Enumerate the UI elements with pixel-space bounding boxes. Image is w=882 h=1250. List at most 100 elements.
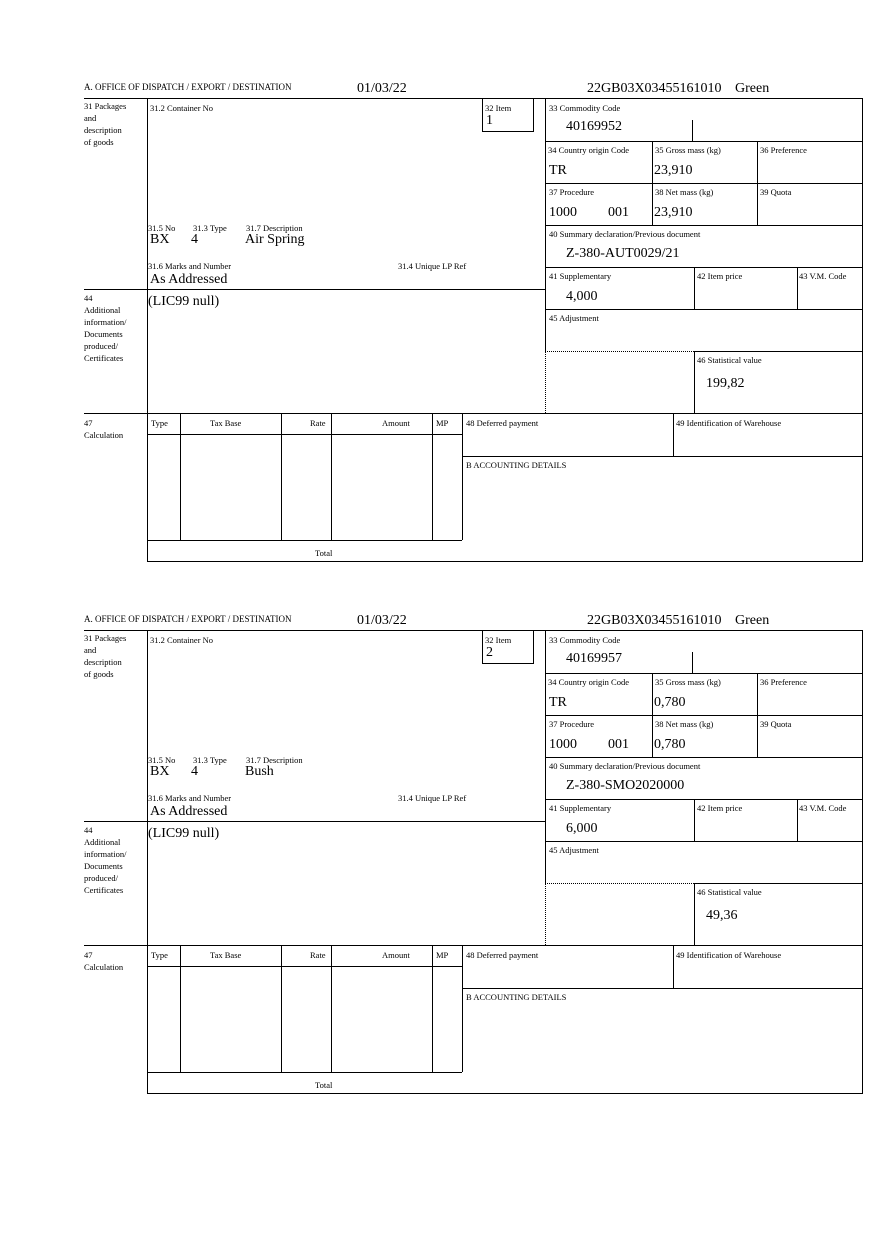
description-label: 31.7 Description bbox=[246, 223, 303, 233]
net-mass-label: 38 Net mass (kg) bbox=[655, 719, 714, 729]
supplementary-value: 6,000 bbox=[566, 821, 598, 836]
box47-label: 47 Calculation bbox=[84, 949, 123, 973]
form-rule-line bbox=[797, 267, 798, 309]
item-price-label: 42 Item price bbox=[697, 271, 743, 281]
calc-header-tax-base: Tax Base bbox=[210, 950, 242, 960]
adjustment-label: 45 Adjustment bbox=[549, 313, 599, 323]
net-mass-value: 23,910 bbox=[654, 205, 693, 220]
type-value: 4 bbox=[191, 232, 198, 247]
form-rule-line bbox=[862, 630, 863, 1093]
form-rule-line bbox=[692, 120, 693, 141]
vm-code-label: 43 V.M. Code bbox=[799, 271, 847, 281]
marks-value: As Addressed bbox=[150, 804, 228, 819]
marks-label: 31.6 Marks and Number bbox=[148, 793, 232, 803]
label-line: Additional bbox=[84, 305, 121, 315]
form-rule-line bbox=[462, 988, 862, 989]
form-rule-line bbox=[533, 630, 534, 663]
net-mass-value: 0,780 bbox=[654, 737, 686, 752]
form-rule-line bbox=[84, 289, 545, 290]
form-rule-line bbox=[281, 945, 282, 1072]
warehouse-label: 49 Identification of Warehouse bbox=[676, 950, 782, 960]
form-rule-line bbox=[545, 141, 862, 142]
commodity-code-label: 33 Commodity Code bbox=[549, 103, 621, 113]
form-rule-line bbox=[84, 413, 862, 414]
item-value: 2 bbox=[486, 645, 493, 660]
procedure-label: 37 Procedure bbox=[549, 719, 595, 729]
calc-header-tax-base: Tax Base bbox=[210, 418, 242, 428]
form-rule-line bbox=[462, 456, 862, 457]
form-rule-line bbox=[180, 413, 181, 540]
label-line: Additional bbox=[84, 837, 121, 847]
summary-declaration-value: Z-380-SMO2020000 bbox=[566, 778, 685, 793]
calc-header-type: Type bbox=[151, 950, 168, 960]
deferred-payment-label: 48 Deferred payment bbox=[466, 418, 539, 428]
form-rule-line bbox=[482, 663, 534, 664]
country-origin-value: TR bbox=[549, 695, 567, 710]
net-mass-label: 38 Net mass (kg) bbox=[655, 187, 714, 197]
item-label: 32 Item bbox=[485, 103, 512, 113]
form-rule-line bbox=[482, 98, 483, 131]
form-rule-line bbox=[545, 630, 546, 883]
form-rule-line bbox=[147, 98, 148, 561]
form-rule-line bbox=[545, 183, 862, 184]
form-rule-line bbox=[331, 945, 332, 1072]
procedure-extra-value: 001 bbox=[608, 205, 629, 220]
form-rule-line bbox=[147, 630, 148, 1093]
label-line: information/ bbox=[84, 317, 127, 327]
reference-number: 22GB03X03455161010 bbox=[587, 81, 722, 96]
status: Green bbox=[735, 613, 770, 628]
form-rule-line bbox=[757, 141, 758, 225]
item-label: 32 Item bbox=[485, 635, 512, 645]
form-rule-line bbox=[673, 413, 674, 456]
gross-mass-value: 23,910 bbox=[654, 163, 693, 178]
unique-lp-ref-label: 31.4 Unique LP Ref bbox=[398, 261, 467, 271]
supplementary-value: 4,000 bbox=[566, 289, 598, 304]
form-rule-line bbox=[545, 841, 862, 842]
form-rule-line bbox=[545, 98, 546, 351]
form-rule-line bbox=[652, 141, 653, 225]
form-rule-line bbox=[694, 799, 695, 841]
label-line: produced/ bbox=[84, 873, 118, 883]
statistical-value-label: 46 Statistical value bbox=[697, 355, 762, 365]
label-line: 47 bbox=[84, 418, 93, 428]
box31-label: 31 Packages and description of goods bbox=[84, 632, 126, 680]
form-rule-line bbox=[694, 883, 695, 945]
item-price-label: 42 Item price bbox=[697, 803, 743, 813]
description-value: Air Spring bbox=[245, 232, 305, 247]
procedure-extra-value: 001 bbox=[608, 737, 629, 752]
label-line: Certificates bbox=[84, 885, 124, 895]
gross-mass-label: 35 Gross mass (kg) bbox=[655, 145, 721, 155]
gross-mass-value: 0,780 bbox=[654, 695, 686, 710]
supplementary-label: 41 Supplementary bbox=[549, 803, 612, 813]
label-line: description bbox=[84, 125, 122, 135]
label-line: Calculation bbox=[84, 962, 124, 972]
box47-label: 47 Calculation bbox=[84, 417, 123, 441]
form-rule-line bbox=[545, 351, 546, 413]
no-label: 31.5 No bbox=[148, 223, 176, 233]
preference-label: 36 Preference bbox=[760, 677, 807, 687]
label-line: of goods bbox=[84, 669, 114, 679]
date: 01/03/22 bbox=[357, 81, 407, 96]
accounting-details-label: B ACCOUNTING DETAILS bbox=[466, 460, 567, 470]
form-rule-line bbox=[180, 945, 181, 1072]
form-rule-line bbox=[147, 1072, 462, 1073]
additional-info-value: (LIC99 null) bbox=[148, 826, 220, 841]
summary-declaration-label: 40 Summary declaration/Previous document bbox=[549, 761, 701, 771]
deferred-payment-label: 48 Deferred payment bbox=[466, 950, 539, 960]
form-rule-line bbox=[545, 673, 862, 674]
country-origin-label: 34 Country origin Code bbox=[548, 677, 629, 687]
calc-header-amount: Amount bbox=[382, 418, 410, 428]
no-value: BX bbox=[150, 232, 170, 247]
label-line: 31 Packages bbox=[84, 101, 127, 111]
form-rule-line bbox=[281, 413, 282, 540]
label-line: description bbox=[84, 657, 122, 667]
label-line: Certificates bbox=[84, 353, 124, 363]
form-rule-line bbox=[652, 673, 653, 757]
statistical-value: 199,82 bbox=[706, 376, 745, 391]
item-value: 1 bbox=[486, 113, 493, 128]
type-label: 31.3 Type bbox=[193, 223, 227, 233]
form-rule-line bbox=[147, 434, 462, 435]
form-rule-line bbox=[694, 351, 862, 352]
calc-header-rate: Rate bbox=[310, 950, 326, 960]
label-line: Documents bbox=[84, 861, 123, 871]
